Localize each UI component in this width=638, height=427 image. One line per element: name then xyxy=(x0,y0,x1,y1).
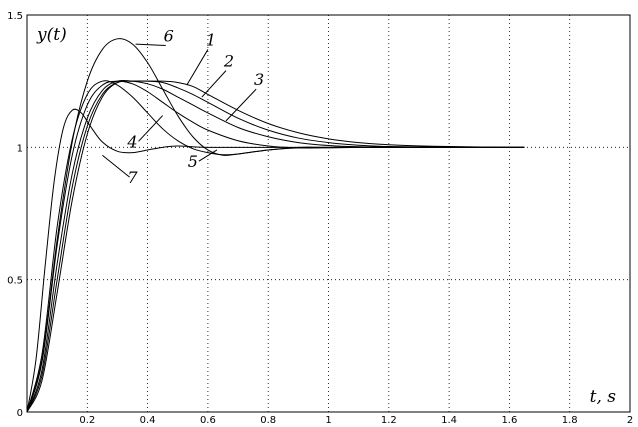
curve-leader-4 xyxy=(138,115,164,142)
series-line-1 xyxy=(26,80,525,413)
curve-leader-5 xyxy=(198,149,218,162)
x-axis-label: t, s xyxy=(590,387,617,407)
x-tick-label: 0.4 xyxy=(140,415,156,426)
series-line-7 xyxy=(26,108,525,413)
series-lines xyxy=(26,38,525,413)
y-tick-label: 0.5 xyxy=(7,276,23,287)
series-line-2 xyxy=(26,80,525,413)
curve-leader-7 xyxy=(102,154,130,178)
x-tick-label: 1.6 xyxy=(501,415,517,426)
curve-leader-2 xyxy=(201,70,227,98)
x-tick-label: 1.2 xyxy=(381,415,397,426)
x-tick-label: 1.8 xyxy=(562,415,578,426)
x-tick-label: 0.2 xyxy=(79,415,95,426)
x-tick-label: 2 xyxy=(627,415,633,426)
curve-label-3: 3 xyxy=(254,70,264,89)
curve-label-7: 7 xyxy=(127,168,138,187)
y-axis-label: y(t) xyxy=(36,25,67,45)
curve-label-1: 1 xyxy=(206,30,216,49)
y-tick-label: 0 xyxy=(17,408,23,419)
series-line-4 xyxy=(26,80,525,413)
y-tick-label: 1.5 xyxy=(7,11,23,22)
tick-labels: 0.2 0.4 0.6 0.8 1 1.2 1.4 1.6 1.8 2 0 0.5 1 1.5 xyxy=(7,11,633,426)
curve-label-2: 2 xyxy=(223,52,234,71)
plot-frame xyxy=(26,14,631,413)
curve-label-5: 5 xyxy=(188,152,198,171)
curve-leader-3 xyxy=(225,88,257,122)
curve-label-6: 6 xyxy=(164,26,174,45)
curve-leader-1 xyxy=(186,49,209,86)
curve-leader-6 xyxy=(135,43,166,46)
x-tick-label: 1.4 xyxy=(441,415,457,426)
x-tick-label: 0.8 xyxy=(260,415,276,426)
curve-label-4: 4 xyxy=(126,132,137,151)
series-line-5 xyxy=(26,80,525,413)
series-line-3 xyxy=(26,79,525,413)
y-tick-label: 1 xyxy=(17,143,23,154)
curve-labels: 12 3 4 5 6 7 xyxy=(102,26,264,187)
grid xyxy=(27,15,630,412)
x-tick-label: 1 xyxy=(325,415,331,426)
x-tick-label: 0.6 xyxy=(200,415,216,426)
